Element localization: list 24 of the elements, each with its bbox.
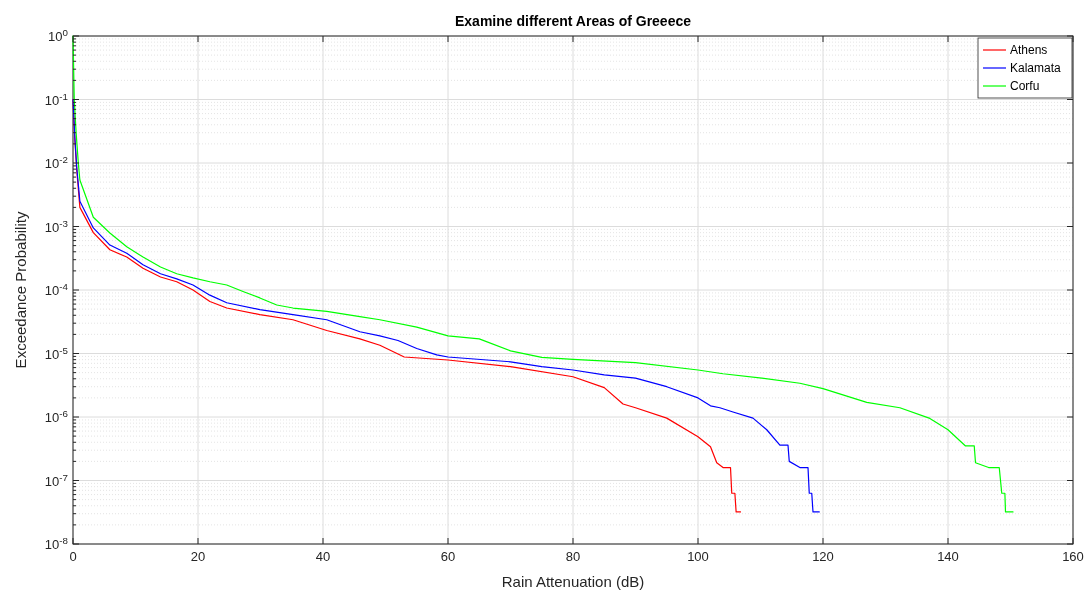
y-tick-label: 10$^{-8}$ [44, 534, 68, 552]
x-tick-label: 40 [315, 549, 331, 564]
x-tick-label: 120 [812, 549, 834, 564]
y-tick-label: 10$^{-3}$ [44, 217, 68, 235]
x-tick-label: 160 [1062, 549, 1084, 564]
y-tick-label: 10$^{-6}$ [44, 407, 68, 425]
legend-label: Corfu [1010, 79, 1040, 93]
y-tick-label: 10$^{-5}$ [44, 344, 69, 362]
chart-title: Examine different Areas of Greeece [454, 13, 692, 29]
y-axis-title: Exceedance Probability [12, 211, 29, 369]
x-tick-label: 140 [937, 549, 959, 564]
y-tick-label: 10$^{-7}$ [44, 471, 68, 489]
legend-label: Kalamata [1010, 61, 1062, 75]
y-tick-label: 10$^{0}$ [48, 26, 69, 44]
x-tick-label: 60 [440, 549, 456, 564]
x-tick-label: 0 [69, 549, 77, 564]
y-tick-label: 10$^{-4}$ [44, 280, 69, 298]
y-tick-label: 10$^{-1}$ [44, 90, 68, 108]
x-tick-label: 80 [565, 549, 581, 564]
x-axis-title: Rain Attenuation (dB) [501, 573, 645, 590]
y-tick-label: 10$^{-2}$ [44, 153, 68, 171]
x-tick-label: 20 [190, 549, 206, 564]
x-tick-label: 100 [687, 549, 709, 564]
legend-label: Athens [1010, 43, 1048, 57]
